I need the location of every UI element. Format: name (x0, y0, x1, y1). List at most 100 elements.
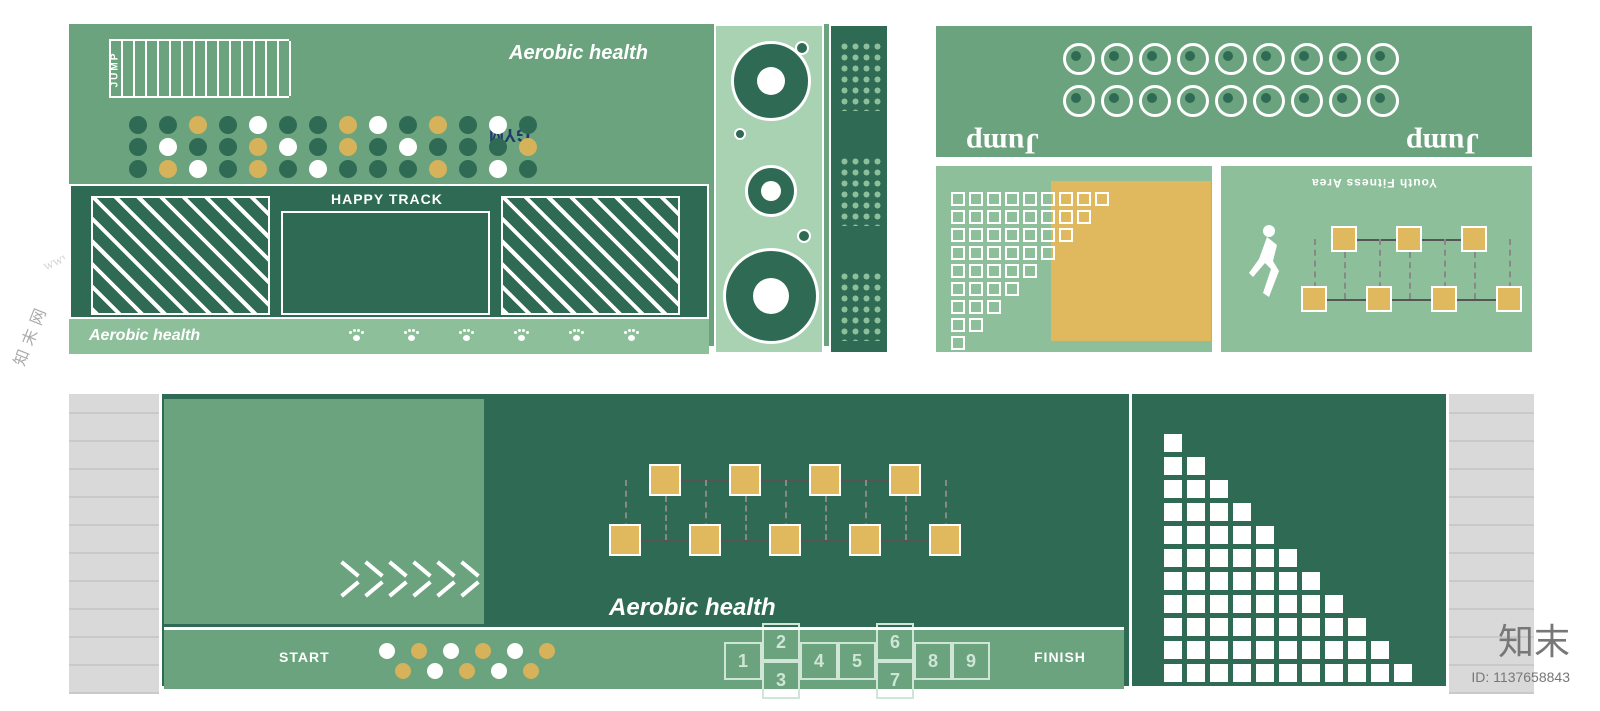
stair-sq (951, 336, 965, 350)
jump-label-right: Jump (1406, 126, 1479, 160)
pixel-sq (1302, 641, 1320, 659)
tr-lower-right: Youth Fitness Area (1219, 164, 1534, 354)
pixel-sq (1210, 480, 1228, 498)
start-dot (523, 663, 539, 679)
start-dot (379, 643, 395, 659)
pixel-sq (1325, 618, 1343, 636)
stair-sq (951, 246, 965, 260)
pixel-sq (1210, 595, 1228, 613)
stair-sq (969, 228, 983, 242)
ladder-node (1301, 286, 1327, 312)
ladder-v (1474, 252, 1476, 299)
ladder-v (825, 496, 827, 540)
start-dot (427, 663, 443, 679)
ladder-v (1344, 252, 1346, 299)
stair-sq (987, 192, 1001, 206)
hopscotch-cell: 3 (762, 661, 800, 699)
stair-sq (1005, 246, 1019, 260)
pixel-sq (1348, 664, 1366, 682)
pixel-sq (1210, 641, 1228, 659)
chevron-icon (411, 559, 429, 599)
jump-bar (241, 41, 243, 96)
pixel-sq (1210, 664, 1228, 682)
dot (519, 160, 537, 178)
jump-ring-dot (1185, 93, 1195, 103)
pixel-sq (1187, 664, 1205, 682)
pixel-sq (1233, 549, 1251, 567)
pixel-sq (1187, 549, 1205, 567)
stair-sq (951, 228, 965, 242)
circles-column (714, 24, 824, 354)
pixel-sq (1256, 572, 1274, 590)
ladder-node (849, 524, 881, 556)
pixel-sq (1233, 503, 1251, 521)
pixel-sq (1256, 641, 1274, 659)
pixel-sq (1325, 664, 1343, 682)
pixel-sq (1302, 618, 1320, 636)
pixel-sq (1187, 618, 1205, 636)
paw-icon (349, 329, 363, 343)
stair-sq (1023, 264, 1037, 278)
dot (129, 116, 147, 134)
stair-sq (987, 282, 1001, 296)
dot (249, 116, 267, 134)
stair-sq (1005, 192, 1019, 206)
pixel-sq (1279, 618, 1297, 636)
aerobic-label-1: Aerobic health (509, 42, 648, 65)
aerobic-label-2: Aerobic health (89, 327, 200, 345)
dot (429, 138, 447, 156)
ladder-v (665, 496, 667, 540)
start-dot (491, 663, 507, 679)
jump-label-left: Jump (966, 126, 1039, 160)
stair-sq (969, 192, 983, 206)
hopscotch-cell: 8 (914, 642, 952, 680)
pixel-sq (1302, 664, 1320, 682)
gold-block (1051, 181, 1211, 341)
pixel-sq (1371, 664, 1389, 682)
dot (399, 116, 417, 134)
runner-icon (1241, 221, 1281, 311)
jump-ring-dot (1375, 93, 1385, 103)
start-dot (411, 643, 427, 659)
stair-sq (1041, 192, 1055, 206)
jump-bars (109, 39, 289, 98)
hopscotch-cell: 4 (800, 642, 838, 680)
stair-sq (987, 228, 1001, 242)
stair-sq (1023, 246, 1037, 260)
jump-bar (121, 41, 123, 96)
pixel-sq (1187, 503, 1205, 521)
tl-upper: JUMPAerobic healthGYM (69, 24, 709, 174)
paw-icon (404, 329, 418, 343)
pixel-sq (1164, 618, 1182, 636)
jump-ring-dot (1071, 93, 1081, 103)
ladder-v (905, 496, 907, 540)
jump-ring-dot (1375, 51, 1385, 61)
pixel-sq (1233, 595, 1251, 613)
dot (399, 138, 417, 156)
ladder-v (1409, 252, 1411, 299)
pixel-sq (1256, 549, 1274, 567)
pixel-sq (1233, 664, 1251, 682)
jump-bar (229, 41, 231, 96)
small-ring-2 (797, 229, 811, 243)
stair-sq (969, 282, 983, 296)
sep (1446, 394, 1449, 686)
pixel-sq (1256, 618, 1274, 636)
jump-ring-dot (1299, 93, 1309, 103)
dot (459, 116, 477, 134)
ring-inner-0 (757, 67, 785, 95)
dot (219, 116, 237, 134)
start-dot (507, 643, 523, 659)
ladder-node (1396, 226, 1422, 252)
pixel-sq (1164, 549, 1182, 567)
dot (489, 116, 507, 134)
stair-sq (1005, 282, 1019, 296)
jump-bar (253, 41, 255, 96)
pixel-sq (1210, 526, 1228, 544)
pixel-sq (1210, 549, 1228, 567)
pixel-sq (1233, 641, 1251, 659)
start-dot (475, 643, 491, 659)
ladder-node (649, 464, 681, 496)
hopscotch-cell: 7 (876, 661, 914, 699)
dot (159, 160, 177, 178)
